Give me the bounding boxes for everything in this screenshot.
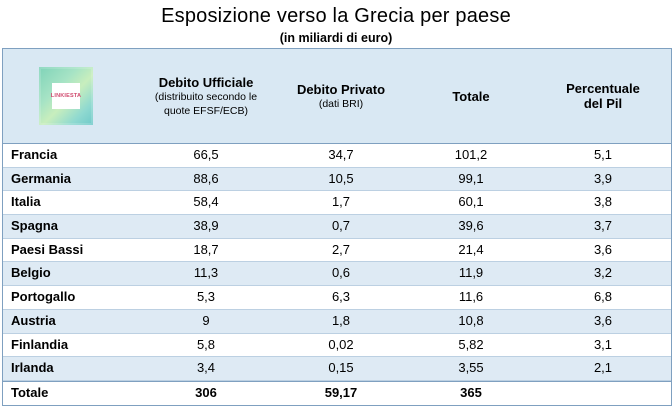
country-cell: Spagna [11, 218, 58, 234]
totals-total: 365 [460, 384, 482, 400]
table-row: Portogallo 5,3 6,3 11,6 6,8 [3, 286, 671, 310]
header-gdp-percentage: Percentuale del Pil [566, 81, 640, 111]
country-cell: Irlanda [11, 360, 54, 376]
logo-text: LINKIESTA [51, 83, 81, 109]
country-cell: Finlandia [11, 336, 69, 352]
private-debt-cell: 0,7 [331, 218, 351, 234]
official-debt-cell: 11,3 [193, 265, 219, 281]
page-subtitle: (in miliardi di euro) [279, 31, 393, 45]
official-debt-cell: 18,7 [193, 241, 219, 257]
private-debt-cell: 6,3 [331, 289, 351, 305]
official-debt-cell: 38,9 [193, 218, 219, 234]
private-debt-cell: 10,5 [328, 170, 354, 186]
country-cell: Francia [11, 147, 58, 162]
official-debt-cell: 66,5 [193, 147, 219, 162]
table-row: Italia 58,4 1,7 60,1 3,8 [3, 191, 671, 216]
official-debt-cell: 58,4 [193, 194, 219, 210]
header-private-debt: Debito Privato (dati BRI) [296, 81, 386, 110]
gdp-pct-cell: 3,1 [593, 336, 613, 352]
private-debt-cell: 0,6 [331, 265, 351, 281]
private-debt-cell: 0,15 [328, 360, 354, 376]
total-cell: 39,6 [458, 218, 484, 234]
total-cell: 3,55 [458, 360, 484, 376]
page-title: Esposizione verso la Grecia per paese [161, 5, 511, 27]
country-cell: Germania [11, 170, 71, 186]
total-cell: 21,4 [458, 241, 484, 257]
total-cell: 99,1 [458, 170, 484, 186]
table-row: Paesi Bassi 18,7 2,7 21,4 3,6 [3, 239, 671, 263]
gdp-pct-cell: 3,9 [593, 170, 613, 186]
totals-official: 306 [195, 384, 217, 400]
private-debt-cell: 1,8 [331, 312, 351, 328]
table-row: Francia 66,5 34,7 101,2 5,1 [3, 144, 671, 168]
table-row: Spagna 38,9 0,7 39,6 3,7 [3, 215, 671, 239]
total-cell: 101,2 [454, 147, 488, 162]
private-debt-cell: 2,7 [331, 241, 351, 257]
table-row: Finlandia 5,8 0,02 5,82 3,1 [3, 334, 671, 358]
gdp-pct-cell: 2,1 [593, 360, 613, 376]
table-header: LINKIESTA Debito Ufficiale (distribuito … [3, 48, 671, 144]
country-cell: Austria [11, 312, 56, 328]
country-cell: Belgio [11, 265, 51, 281]
totals-private: 59,17 [324, 384, 358, 400]
total-cell: 60,1 [458, 194, 484, 210]
private-debt-cell: 34,7 [328, 147, 354, 162]
gdp-pct-cell: 3,7 [593, 218, 613, 234]
country-cell: Paesi Bassi [11, 241, 84, 257]
official-debt-cell: 5,3 [196, 289, 216, 305]
table-row: Irlanda 3,4 0,15 3,55 2,1 [3, 357, 671, 381]
private-debt-cell: 1,7 [331, 194, 351, 210]
totals-row: Totale 306 59,17 365 [3, 380, 671, 406]
totals-label: Totale [11, 384, 49, 400]
official-debt-cell: 9 [202, 312, 210, 328]
table-row: Austria 9 1,8 10,8 3,6 [3, 309, 671, 334]
gdp-pct-cell: 3,6 [593, 241, 613, 257]
official-debt-cell: 88,6 [193, 170, 219, 186]
logo: LINKIESTA [39, 67, 93, 125]
gdp-pct-cell: 3,2 [593, 265, 613, 281]
gdp-pct-cell: 3,8 [593, 194, 613, 210]
gdp-pct-cell: 6,8 [593, 289, 613, 305]
total-cell: 11,9 [458, 265, 484, 281]
table-body: Francia 66,5 34,7 101,2 5,1 Germania 88,6 10,5 9… [3, 144, 671, 381]
gdp-pct-cell: 5,1 [593, 147, 613, 162]
header-official-debt: Debito Ufficiale (distribuito secondo le… [154, 74, 258, 117]
exposure-table: LINKIESTA Debito Ufficiale (distribuito … [2, 48, 672, 406]
country-cell: Italia [11, 194, 41, 210]
total-cell: 10,8 [458, 312, 484, 328]
table-row: Germania 88,6 10,5 99,1 3,9 [3, 167, 671, 192]
private-debt-cell: 0,02 [328, 336, 354, 352]
total-cell: 11,6 [458, 289, 484, 305]
official-debt-cell: 3,4 [196, 360, 216, 376]
total-cell: 5,82 [458, 336, 484, 352]
gdp-pct-cell: 3,6 [593, 312, 613, 328]
country-cell: Portogallo [11, 289, 76, 305]
table-row: Belgio 11,3 0,6 11,9 3,2 [3, 262, 671, 287]
header-total: Totale [452, 88, 490, 104]
official-debt-cell: 5,8 [196, 336, 216, 352]
